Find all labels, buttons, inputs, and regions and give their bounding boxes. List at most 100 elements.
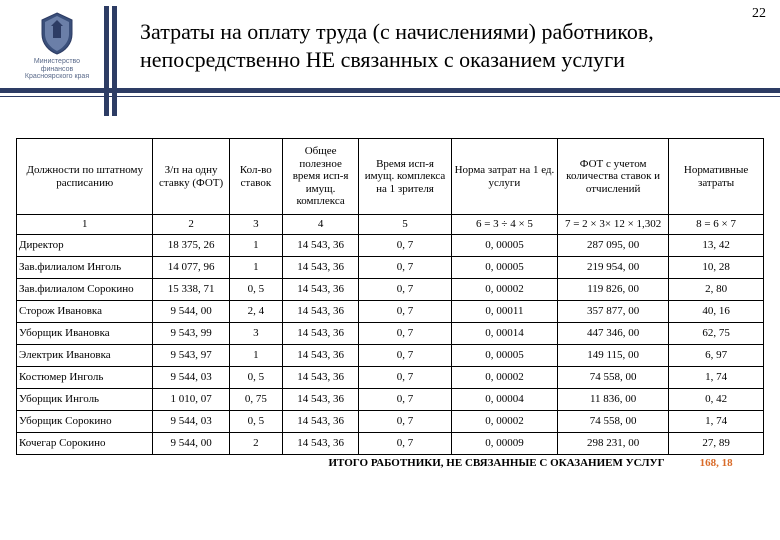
table-cell: 149 115, 00 [558, 345, 669, 367]
page-title: Затраты на оплату труда (с начислениями)… [140, 18, 760, 73]
table-cell: 0, 7 [359, 345, 452, 367]
table-total-row: ИТОГО РАБОТНИКИ, НЕ СВЯЗАННЫЕ С ОКАЗАНИЕ… [17, 455, 764, 472]
table-cell: 9 544, 03 [153, 411, 229, 433]
table-cell: Директор [17, 235, 153, 257]
table-cell: 0, 7 [359, 411, 452, 433]
table-cell: 14 543, 36 [282, 367, 358, 389]
col-number: 1 [17, 215, 153, 235]
table-cell: 14 543, 36 [282, 257, 358, 279]
table-row: Уборщик Инголь1 010, 070, 7514 543, 360,… [17, 389, 764, 411]
table-cell: 0, 7 [359, 257, 452, 279]
table-cell: 298 231, 00 [558, 433, 669, 455]
table-cell: Уборщик Инголь [17, 389, 153, 411]
table-cell: 14 543, 36 [282, 389, 358, 411]
total-label: ИТОГО РАБОТНИКИ, НЕ СВЯЗАННЫЕ С ОКАЗАНИЕ… [17, 455, 669, 472]
table-cell: 1 [229, 235, 282, 257]
table-cell: 1 010, 07 [153, 389, 229, 411]
cost-table: Должности по штатному расписанию З/п на … [16, 138, 764, 472]
table-cell: Зав.филиалом Инголь [17, 257, 153, 279]
table-row: Уборщик Ивановка9 543, 99314 543, 360, 7… [17, 323, 764, 345]
logo-text-1: Министерство финансов [18, 58, 96, 73]
col-header: ФОТ с учетом количества ставок и отчисле… [558, 139, 669, 215]
table-cell: 74 558, 00 [558, 411, 669, 433]
table-cell: 13, 42 [669, 235, 764, 257]
table-cell: 287 095, 00 [558, 235, 669, 257]
table-cell: 9 544, 00 [153, 301, 229, 323]
table-cell: 0, 00009 [451, 433, 557, 455]
table-row: Кочегар Сорокино9 544, 00214 543, 360, 7… [17, 433, 764, 455]
table-cell: 9 544, 00 [153, 433, 229, 455]
emblem-icon [34, 10, 80, 56]
table-cell: 14 543, 36 [282, 279, 358, 301]
table-cell: 0, 00005 [451, 345, 557, 367]
table-cell: 14 077, 96 [153, 257, 229, 279]
col-number: 7 = 2 × 3× 12 × 1,302 [558, 215, 669, 235]
table-cell: 62, 75 [669, 323, 764, 345]
col-number: 4 [282, 215, 358, 235]
table-header-row: Должности по штатному расписанию З/п на … [17, 139, 764, 215]
table-cell: 0, 5 [229, 411, 282, 433]
table-cell: 9 543, 99 [153, 323, 229, 345]
table-cell: 2, 80 [669, 279, 764, 301]
table-cell: 0, 7 [359, 301, 452, 323]
col-header: Кол-во ставок [229, 139, 282, 215]
table-cell: 0, 42 [669, 389, 764, 411]
table-cell: 74 558, 00 [558, 367, 669, 389]
table-cell: 0, 00004 [451, 389, 557, 411]
table-cell: Электрик Ивановка [17, 345, 153, 367]
col-header: Время исп-я имущ. комплекса на 1 зрителя [359, 139, 452, 215]
col-number: 6 = 3 ÷ 4 × 5 [451, 215, 557, 235]
table-cell: 0, 00002 [451, 411, 557, 433]
table-cell: 0, 7 [359, 389, 452, 411]
table-cell: 219 954, 00 [558, 257, 669, 279]
table-cell: 3 [229, 323, 282, 345]
table-cell: 357 877, 00 [558, 301, 669, 323]
table-number-row: 1 2 3 4 5 6 = 3 ÷ 4 × 5 7 = 2 × 3× 12 × … [17, 215, 764, 235]
table-cell: Уборщик Сорокино [17, 411, 153, 433]
table-cell: 0, 00005 [451, 235, 557, 257]
table-cell: 447 346, 00 [558, 323, 669, 345]
table-cell: 0, 00002 [451, 367, 557, 389]
logo-text-2: Красноярского края [18, 73, 96, 81]
table-row: Сторож Ивановка9 544, 002, 414 543, 360,… [17, 301, 764, 323]
table-row: Директор18 375, 26114 543, 360, 70, 0000… [17, 235, 764, 257]
col-header: Общее полезное время исп-я имущ. комплек… [282, 139, 358, 215]
table-cell: 40, 16 [669, 301, 764, 323]
table-cell: 1, 74 [669, 411, 764, 433]
table-row: Электрик Ивановка9 543, 97114 543, 360, … [17, 345, 764, 367]
table-row: Зав.филиалом Сорокино15 338, 710, 514 54… [17, 279, 764, 301]
table-cell: 14 543, 36 [282, 411, 358, 433]
table-cell: 2 [229, 433, 282, 455]
table-cell: 0, 5 [229, 367, 282, 389]
col-header: Должности по штатному расписанию [17, 139, 153, 215]
table-cell: 1, 74 [669, 367, 764, 389]
col-number: 3 [229, 215, 282, 235]
table-cell: 15 338, 71 [153, 279, 229, 301]
table-cell: 14 543, 36 [282, 323, 358, 345]
table-cell: 0, 00005 [451, 257, 557, 279]
table-cell: 14 543, 36 [282, 433, 358, 455]
table-cell: Сторож Ивановка [17, 301, 153, 323]
col-header: Норма затрат на 1 ед. услуги [451, 139, 557, 215]
total-value: 168, 18 [669, 455, 764, 472]
table-cell: 14 543, 36 [282, 301, 358, 323]
table-cell: 0, 7 [359, 367, 452, 389]
table-cell: 2, 4 [229, 301, 282, 323]
table-cell: 119 826, 00 [558, 279, 669, 301]
col-number: 8 = 6 × 7 [669, 215, 764, 235]
table-cell: 0, 75 [229, 389, 282, 411]
col-header: Нормативные затраты [669, 139, 764, 215]
table-cell: 10, 28 [669, 257, 764, 279]
table-cell: 14 543, 36 [282, 345, 358, 367]
table-cell: 9 544, 03 [153, 367, 229, 389]
table-cell: Уборщик Ивановка [17, 323, 153, 345]
table-cell: 14 543, 36 [282, 235, 358, 257]
table-cell: 11 836, 00 [558, 389, 669, 411]
table-cell: 0, 00014 [451, 323, 557, 345]
table-row: Зав.филиалом Инголь14 077, 96114 543, 36… [17, 257, 764, 279]
table-cell: Костюмер Инголь [17, 367, 153, 389]
table-cell: 27, 89 [669, 433, 764, 455]
table-cell: 0, 5 [229, 279, 282, 301]
col-number: 5 [359, 215, 452, 235]
table-cell: 0, 7 [359, 235, 452, 257]
